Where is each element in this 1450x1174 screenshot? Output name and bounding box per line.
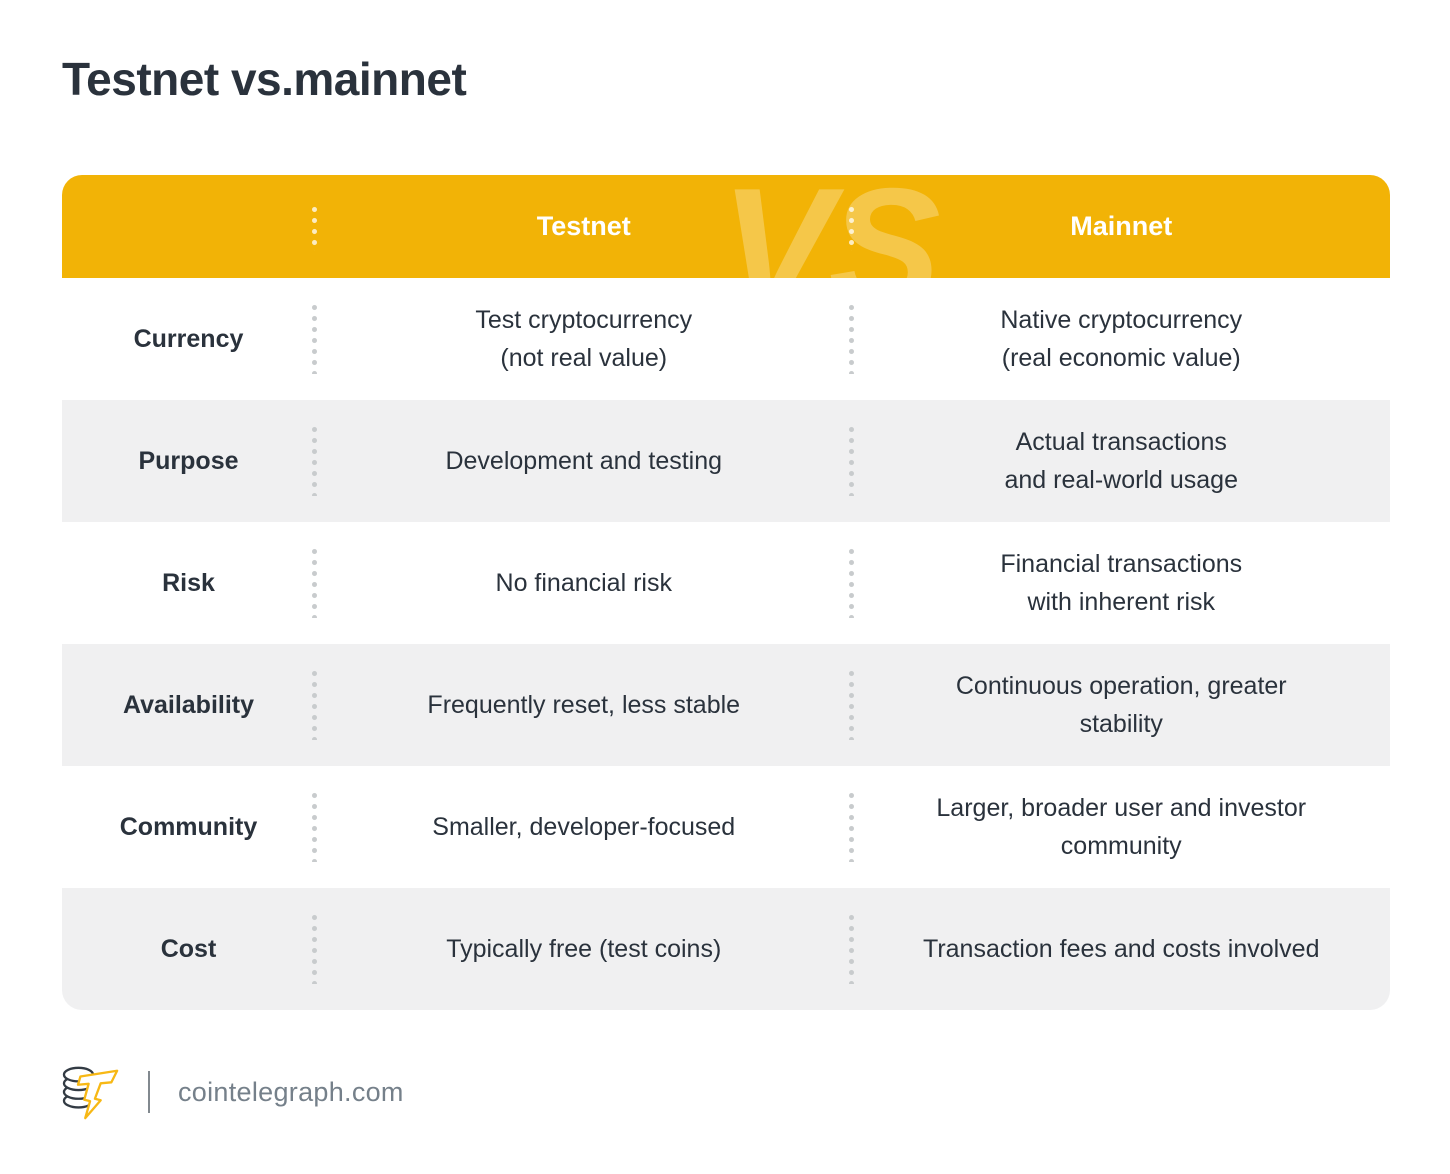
- column-separator: [849, 546, 854, 618]
- mainnet-cell: Continuous operation, greater stability: [955, 672, 1287, 738]
- row-label: Purpose: [138, 447, 239, 475]
- footer-divider: [148, 1071, 150, 1113]
- row-label: Currency: [133, 325, 244, 353]
- row-label-column-header: [62, 175, 315, 278]
- column-separator: [312, 668, 317, 740]
- column-separator: [849, 790, 854, 862]
- comparison-table: VS. Testnet Mainnet Currency Test crypto…: [62, 175, 1390, 1010]
- column-separator: [312, 424, 317, 496]
- column-separator: [849, 204, 854, 251]
- mainnet-cell: Actual transactions and real-world usage: [1004, 428, 1238, 494]
- column-separator: [312, 912, 317, 984]
- testnet-cell: Smaller, developer-focused: [432, 813, 736, 841]
- footer: cointelegraph.com: [60, 1063, 404, 1121]
- mainnet-cell: Financial transactions with inherent ris…: [1000, 550, 1243, 616]
- testnet-column-header: Testnet: [536, 211, 631, 241]
- table-row: Cost Typically free (test coins) Transac…: [62, 888, 1390, 1010]
- table-row: Availability Frequently reset, less stab…: [62, 644, 1390, 766]
- row-label: Availability: [122, 691, 255, 719]
- mainnet-cell: Larger, broader user and investor commun…: [936, 794, 1307, 860]
- column-separator: [312, 790, 317, 862]
- mainnet-cell: Transaction fees and costs involved: [922, 935, 1320, 963]
- mainnet-column-header: Mainnet: [1070, 211, 1173, 241]
- column-separator: [849, 302, 854, 374]
- column-separator: [849, 668, 854, 740]
- cointelegraph-logo-icon: [62, 1066, 119, 1120]
- row-label: Community: [119, 813, 258, 841]
- row-label: Cost: [160, 935, 217, 963]
- table-row: Purpose Development and testing Actual t…: [62, 400, 1390, 522]
- testnet-cell: Typically free (test coins): [446, 935, 722, 963]
- table-row: Currency Test cryptocurrency (not real v…: [62, 278, 1390, 400]
- testnet-cell: Development and testing: [445, 447, 723, 475]
- column-separator: [312, 546, 317, 618]
- testnet-cell: Frequently reset, less stable: [427, 691, 741, 719]
- mainnet-cell: Native cryptocurrency (real economic val…: [1000, 306, 1243, 372]
- column-separator: [849, 912, 854, 984]
- testnet-cell: No financial risk: [495, 569, 672, 597]
- footer-site-url: cointelegraph.com: [178, 1076, 404, 1107]
- page-title: Testnet vs.mainnet: [62, 53, 467, 105]
- row-label: Risk: [162, 569, 215, 597]
- column-separator: [312, 302, 317, 374]
- column-separator: [849, 424, 854, 496]
- table-header: VS. Testnet Mainnet: [62, 175, 1390, 278]
- testnet-cell: Test cryptocurrency (not real value): [475, 306, 693, 372]
- table-row: Risk No financial risk Financial transac…: [62, 522, 1390, 644]
- column-separator: [312, 204, 317, 251]
- table-row: Community Smaller, developer-focused Lar…: [62, 766, 1390, 888]
